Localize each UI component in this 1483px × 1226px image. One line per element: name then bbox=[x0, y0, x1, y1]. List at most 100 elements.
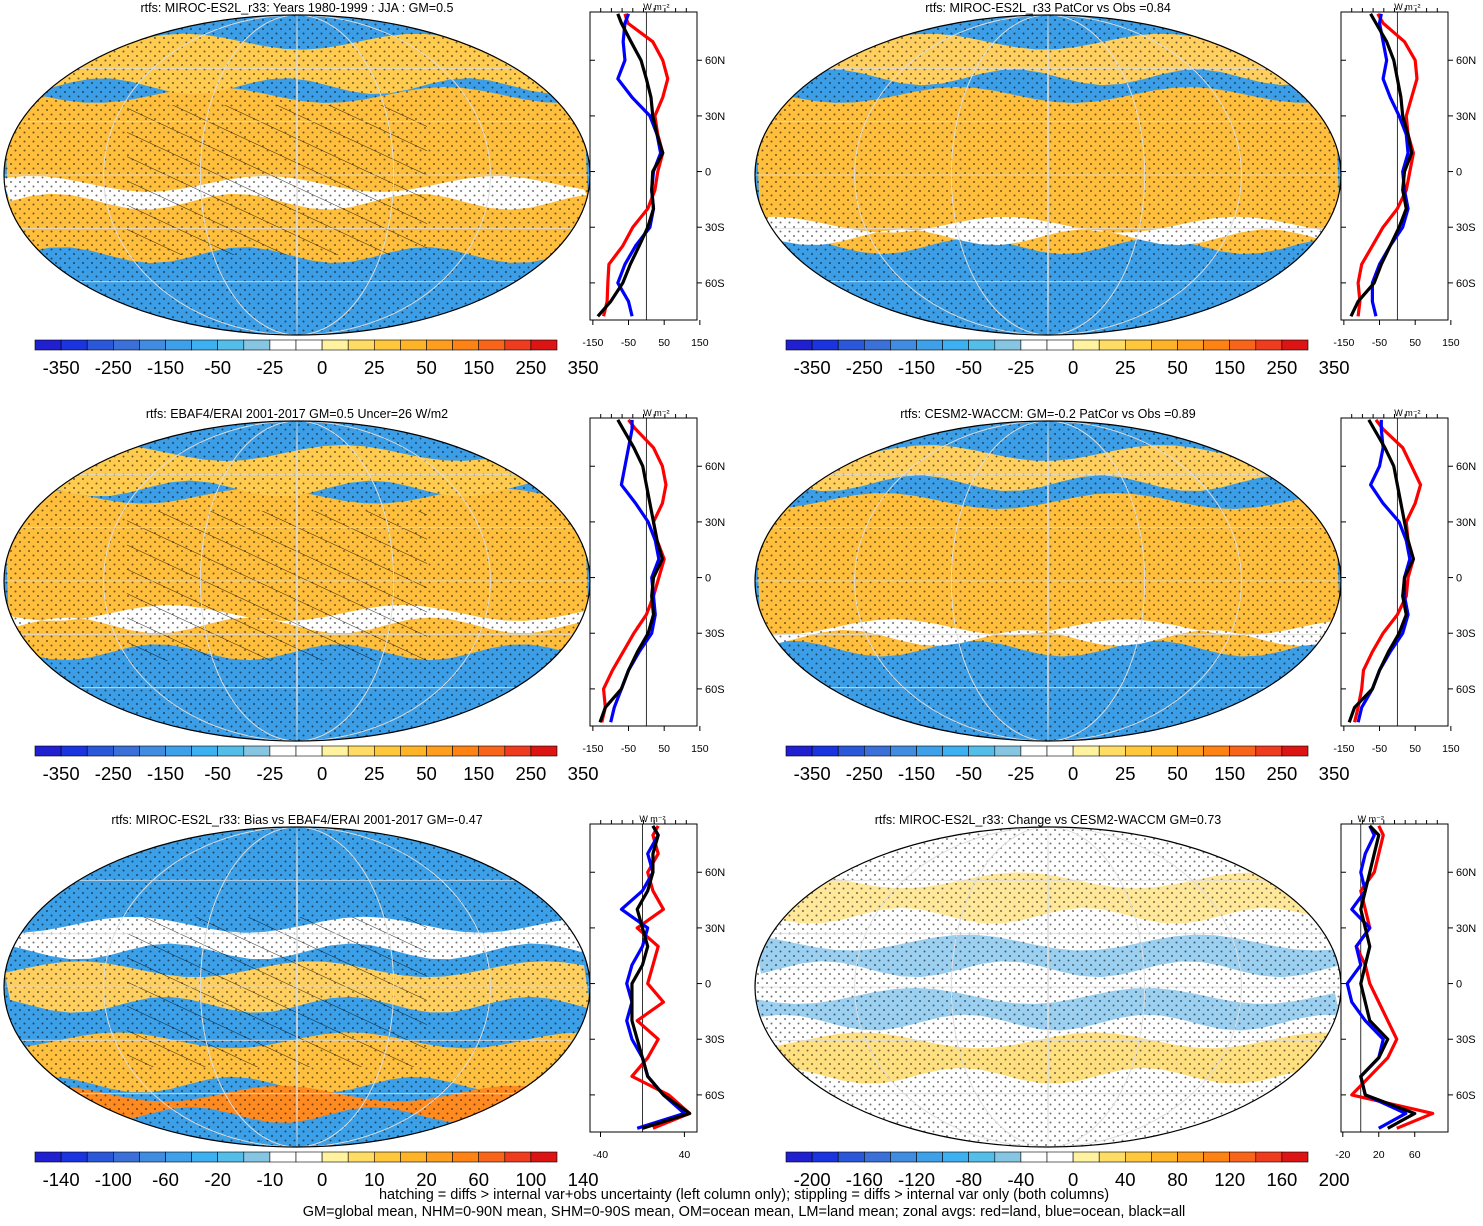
colorbar-box bbox=[1098, 339, 1126, 351]
zonal-line bbox=[1347, 419, 1415, 723]
y-tick-label: 30S bbox=[1456, 222, 1476, 234]
panel-title: rtfs: MIROC-ES2L_r33: Bias vs EBAF4/ERAI… bbox=[111, 813, 482, 827]
colorbar-box bbox=[890, 745, 917, 757]
colorbar-label: 20 bbox=[416, 1169, 437, 1190]
colorbar-box bbox=[504, 1151, 532, 1163]
graticule bbox=[199, 827, 395, 1147]
y-tick-label: 60S bbox=[705, 278, 725, 290]
colorbar-box bbox=[400, 1151, 427, 1163]
zonal-line bbox=[1359, 824, 1417, 1130]
colorbar-box bbox=[837, 1151, 865, 1163]
colorbar-box bbox=[994, 745, 1022, 757]
x-tick-label: 50 bbox=[658, 743, 670, 755]
map bbox=[4, 421, 590, 741]
zonal-line bbox=[1356, 13, 1419, 317]
colorbar-box bbox=[811, 745, 839, 757]
colorbar-box bbox=[837, 745, 865, 757]
colorbar-label: -150 bbox=[147, 763, 184, 784]
note: hatching = diffs > internal var+obs unce… bbox=[379, 1187, 1109, 1203]
colorbar-box bbox=[1020, 745, 1048, 757]
colorbar-box bbox=[1125, 339, 1152, 351]
zonal-frame bbox=[589, 11, 698, 321]
x-tick-label: 20 bbox=[1373, 1149, 1385, 1161]
colorbar-label: -50 bbox=[955, 763, 982, 784]
colorbar-label: -250 bbox=[846, 763, 883, 784]
colorbar-box bbox=[373, 339, 401, 351]
colorbar-label: 40 bbox=[1115, 1169, 1136, 1190]
x-tick-label: -20 bbox=[1335, 1149, 1350, 1161]
colorbar-label: 80 bbox=[1167, 1169, 1188, 1190]
colorbar-label: -25 bbox=[257, 357, 284, 378]
y-tick-label: 30N bbox=[1456, 517, 1476, 529]
map bbox=[4, 15, 590, 335]
zonal-line bbox=[1370, 13, 1410, 317]
y-tick-label: 30S bbox=[1456, 628, 1476, 640]
x-tick-label: -40 bbox=[593, 1149, 608, 1161]
colorbar-label: -100 bbox=[95, 1169, 132, 1190]
zonal-line bbox=[598, 419, 665, 723]
colorbar-box bbox=[60, 339, 88, 351]
colorbar-box bbox=[243, 1151, 271, 1163]
y-tick-label: 0 bbox=[1456, 979, 1462, 991]
colorbar-label: -250 bbox=[95, 357, 132, 378]
zonal-line bbox=[1345, 825, 1408, 1130]
panel-title: rtfs: MIROC-ES2L_r33: Change vs CESM2-WA… bbox=[875, 813, 1222, 827]
y-tick-label: 30S bbox=[705, 628, 725, 640]
colorbar-box bbox=[916, 1151, 943, 1163]
colorbar-box bbox=[86, 339, 114, 351]
colorbar-box bbox=[994, 1151, 1022, 1163]
graticule bbox=[296, 15, 298, 335]
graticule bbox=[854, 827, 1242, 1147]
colorbar-box bbox=[890, 1151, 917, 1163]
colorbar-box bbox=[1255, 339, 1283, 351]
y-tick-label: 60S bbox=[1456, 684, 1476, 696]
colorbar-box bbox=[1046, 339, 1074, 351]
graticule bbox=[950, 15, 1146, 335]
colorbar-label: 350 bbox=[1319, 357, 1350, 378]
map bbox=[755, 421, 1341, 741]
colorbar-label: -250 bbox=[95, 763, 132, 784]
colorbar-box bbox=[478, 339, 506, 351]
colorbar-label: -25 bbox=[1008, 763, 1035, 784]
colorbar-label: 60 bbox=[468, 1169, 489, 1190]
colorbar-box bbox=[1203, 1151, 1230, 1163]
colorbar-label: 350 bbox=[1319, 763, 1350, 784]
colorbar-box bbox=[968, 745, 996, 757]
colorbar-box bbox=[243, 339, 271, 351]
colorbar-box bbox=[1046, 745, 1074, 757]
y-tick-label: 60N bbox=[705, 55, 725, 67]
colorbar-label: -150 bbox=[898, 357, 935, 378]
graticule bbox=[1047, 421, 1049, 741]
y-tick-label: 0 bbox=[705, 979, 711, 991]
colorbar-box bbox=[1151, 1151, 1178, 1163]
colorbar-box bbox=[1125, 745, 1152, 757]
colorbar-box bbox=[530, 339, 558, 351]
colorbar-label: 150 bbox=[1214, 357, 1245, 378]
hatching bbox=[127, 105, 427, 255]
colorbar-label: -40 bbox=[1008, 1169, 1035, 1190]
colorbar-label: 150 bbox=[1214, 763, 1245, 784]
colorbar-box bbox=[785, 339, 813, 351]
colorbar-box bbox=[347, 745, 375, 757]
colorbar-box bbox=[373, 1151, 401, 1163]
graticule bbox=[103, 827, 491, 1147]
colorbar-label: 25 bbox=[1115, 357, 1136, 378]
colorbar-box bbox=[165, 339, 192, 351]
colorbar-box bbox=[1098, 1151, 1126, 1163]
colorbar-box bbox=[86, 745, 114, 757]
colorbar-box bbox=[295, 1151, 323, 1163]
colorbar-box bbox=[295, 745, 323, 757]
colorbar-box bbox=[1281, 745, 1309, 757]
colorbar-label: 25 bbox=[1115, 763, 1136, 784]
colorbar-box bbox=[452, 1151, 480, 1163]
unit-label: W m⁻² bbox=[643, 2, 669, 12]
colorbar-box bbox=[530, 1151, 558, 1163]
colorbar-label: 50 bbox=[416, 763, 437, 784]
colorbar-label: -50 bbox=[204, 357, 231, 378]
y-tick-label: 60S bbox=[1456, 1090, 1476, 1102]
colorbar-box bbox=[269, 745, 297, 757]
colorbar-box bbox=[139, 745, 166, 757]
colorbar-box bbox=[1046, 1151, 1074, 1163]
colorbar-box bbox=[1151, 745, 1178, 757]
